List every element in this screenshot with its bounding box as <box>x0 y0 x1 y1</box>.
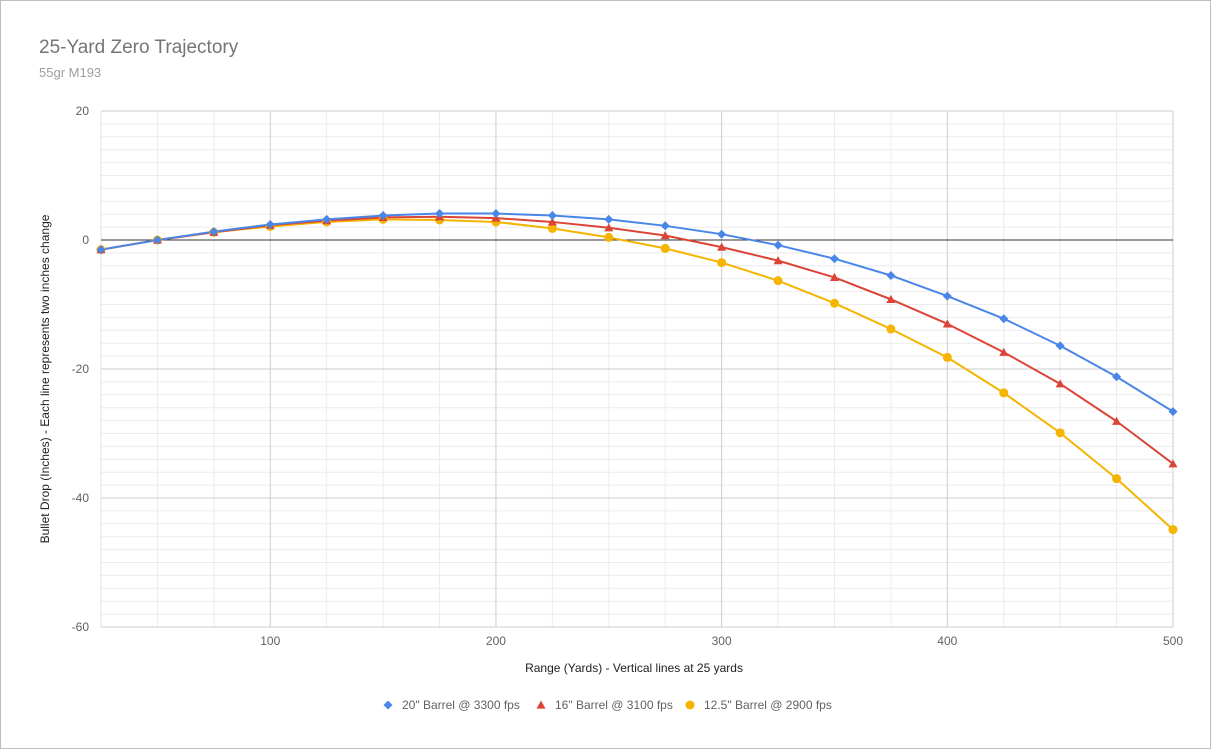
data-point <box>547 223 557 233</box>
legend: 20" Barrel @ 3300 fps 16" Barrel @ 3100 f… <box>383 698 832 712</box>
data-point <box>886 294 896 303</box>
data-point <box>1112 416 1122 425</box>
x-axis-ticks: 100 200 300 400 500 <box>260 634 1183 648</box>
data-point <box>604 232 614 242</box>
data-point <box>1055 428 1065 438</box>
data-point <box>717 242 727 251</box>
data-point <box>378 210 388 220</box>
data-point <box>604 223 614 232</box>
data-point <box>1055 341 1065 351</box>
data-point <box>829 272 839 282</box>
y-axis-title: Bullet Drop (Inches) - Each line represe… <box>38 214 52 543</box>
data-point <box>886 324 896 334</box>
x-tick-label: 300 <box>712 634 732 648</box>
y-axis-ticks: 20 0 -20 -40 -60 <box>72 104 90 634</box>
y-tick-label: -60 <box>72 620 90 634</box>
data-point <box>829 254 839 264</box>
legend-marker <box>536 700 546 709</box>
data-point <box>717 258 727 268</box>
data-point <box>1055 379 1065 388</box>
data-point <box>660 243 670 253</box>
legend-label: 16" Barrel @ 3100 fps <box>555 698 673 712</box>
data-point <box>547 217 557 226</box>
y-tick-label: 0 <box>82 233 89 247</box>
data-point <box>942 352 952 362</box>
data-point <box>717 229 727 239</box>
chart-subtitle: 55gr M193 <box>39 65 102 80</box>
data-point <box>999 388 1009 398</box>
data-point <box>1168 407 1178 417</box>
data-point <box>773 256 783 265</box>
legend-marker <box>685 700 695 710</box>
y-tick-label: -20 <box>72 362 90 376</box>
data-point <box>1112 474 1122 484</box>
y-tick-label: -40 <box>72 491 90 505</box>
data-point <box>435 209 445 219</box>
legend-label: 20" Barrel @ 3300 fps <box>402 698 520 712</box>
y-tick-label: 20 <box>76 104 90 118</box>
series-line <box>100 215 1174 465</box>
x-tick-label: 100 <box>260 634 280 648</box>
legend-label: 12.5" Barrel @ 2900 fps <box>704 698 832 712</box>
data-point <box>886 270 896 280</box>
data-point <box>660 230 670 240</box>
data-point <box>547 210 557 220</box>
minor-gridlines <box>100 111 1173 627</box>
major-gridlines <box>100 110 1174 628</box>
data-point <box>773 240 783 250</box>
x-tick-label: 500 <box>1163 634 1183 648</box>
data-point <box>152 235 162 245</box>
series-lines <box>100 212 1174 531</box>
series-markers <box>96 209 1178 535</box>
data-point <box>999 347 1009 356</box>
data-point <box>604 214 614 224</box>
x-tick-label: 200 <box>486 634 506 648</box>
data-point <box>1112 372 1122 382</box>
series-line <box>100 218 1174 531</box>
data-point <box>96 245 106 255</box>
data-point <box>942 291 952 301</box>
data-point <box>1168 525 1178 535</box>
data-point <box>660 221 670 231</box>
data-point <box>942 319 952 328</box>
chart-title: 25-Yard Zero Trajectory <box>39 37 239 58</box>
data-point <box>322 214 332 224</box>
legend-marker <box>383 700 393 710</box>
data-point <box>209 227 219 237</box>
data-point <box>491 209 501 219</box>
data-point <box>265 220 275 230</box>
data-point <box>999 314 1009 324</box>
data-point <box>1168 459 1178 468</box>
series-line <box>100 212 1174 413</box>
data-point <box>773 276 783 286</box>
data-point <box>829 298 839 308</box>
x-axis-title: Range (Yards) - Vertical lines at 25 yar… <box>525 661 743 675</box>
x-tick-label: 400 <box>937 634 957 648</box>
